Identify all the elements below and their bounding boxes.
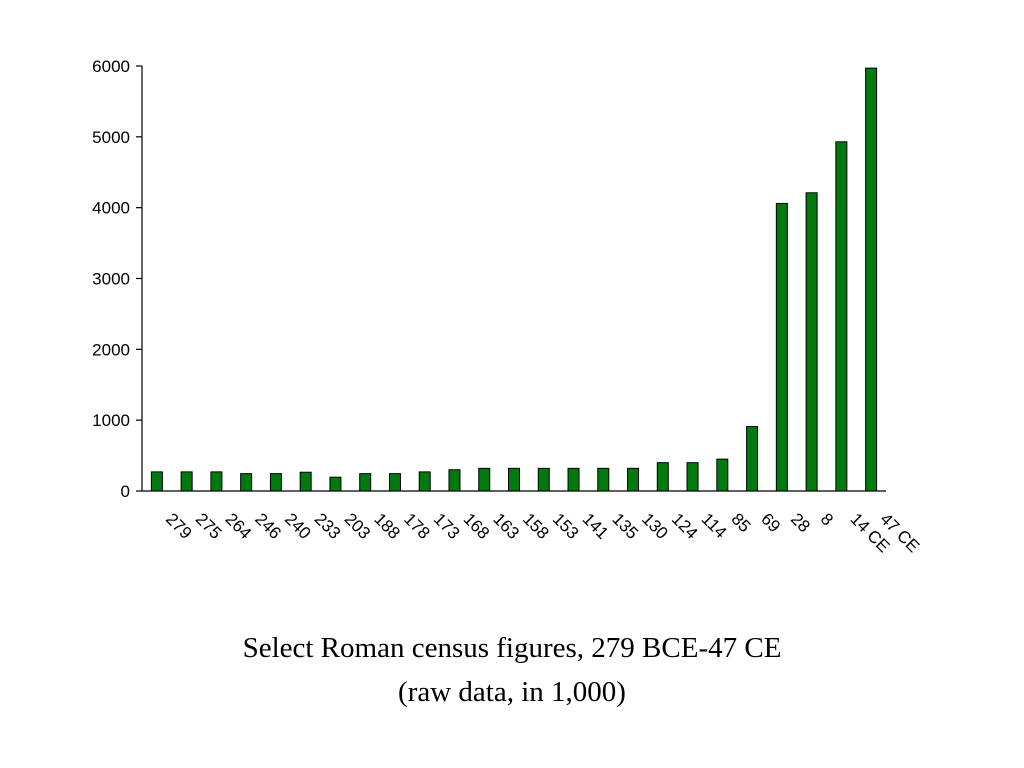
bar-188 [359,473,372,492]
y-tick-label: 3000 [92,270,130,289]
bar-chart: 0 1000 2000 3000 4000 5000 6000 27927526424624… [92,57,923,556]
bar-163 [478,467,491,492]
x-tick-label: 275 [192,509,225,542]
x-tick-label: 233 [311,509,344,542]
bar-203 [329,476,342,492]
x-tick-label: 124 [668,509,701,542]
bar-124 [656,462,669,492]
x-tick-label: 203 [341,509,374,542]
x-tick-label: 240 [281,509,314,542]
bar-246 [240,473,253,492]
bars [150,67,878,492]
x-tick-label: 279 [162,509,195,542]
bar-8 [805,192,818,492]
x-tick-label: 173 [430,509,463,542]
y-tick-label: 4000 [92,199,130,218]
chart-title: Select Roman census figures, 279 BCE-47 … [242,632,782,664]
bar-69 [746,426,759,492]
bar-85 [716,458,729,492]
x-tick-label: 28 [787,509,814,536]
x-tick-labels: 2792752642462402332031881781731681631581… [162,509,923,556]
x-tick-label: 246 [251,509,284,542]
x-tick-label: 158 [519,509,552,542]
bar-14-ce [835,141,848,492]
chart-subtitle: (raw data, in 1,000) [398,676,626,708]
bar-114 [686,462,699,492]
x-tick-label: 130 [638,509,671,542]
bar-168 [448,469,461,492]
x-tick-label: 141 [579,509,612,542]
x-tick-label: 163 [489,509,522,542]
x-tick-label: 178 [400,509,433,542]
bar-28 [775,202,788,492]
x-tick-label: 85 [727,509,754,536]
y-tick-label: 6000 [92,57,130,76]
x-tick-label: 8 [817,509,837,529]
x-tick-label: 69 [757,509,784,536]
bar-279 [150,471,163,492]
bar-264 [210,471,223,492]
y-tick-label: 2000 [92,340,130,359]
bar-153 [537,467,550,492]
bar-158 [508,467,520,492]
x-tick-label: 153 [549,509,582,542]
y-ticks: 0 1000 2000 3000 4000 5000 6000 [92,57,142,501]
y-tick-label: 0 [121,482,130,501]
x-tick-label: 135 [608,509,641,542]
bar-141 [567,467,580,492]
y-tick-label: 5000 [92,128,130,147]
bar-173 [418,471,431,492]
bar-233 [299,471,312,492]
bar-178 [388,473,401,492]
bar-240 [269,473,282,492]
x-tick-label: 114 [698,509,731,542]
x-tick-label: 168 [460,509,493,542]
x-tick-label: 264 [222,509,255,542]
x-tick-label: 188 [370,509,403,542]
bar-275 [180,471,193,492]
bar-130 [627,467,640,492]
bar-135 [597,467,610,492]
bar-47-ce [865,67,878,492]
y-tick-label: 1000 [92,411,130,430]
